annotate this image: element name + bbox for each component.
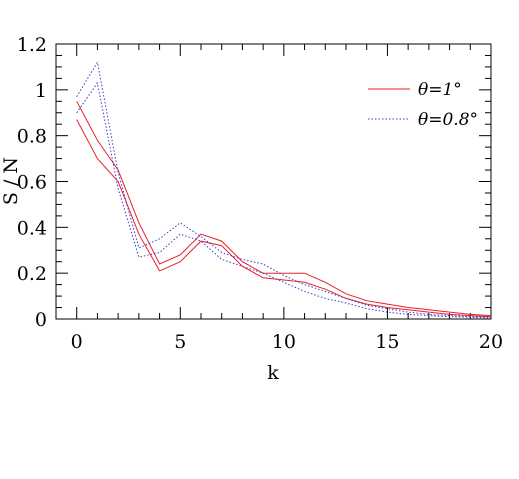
x-tick-label: 10 (272, 331, 296, 353)
y-tick-label: 0.6 (17, 172, 47, 194)
legend: θ=1° θ=0.8° (368, 80, 478, 130)
legend-label: θ=1° (418, 80, 462, 100)
y-axis-label: S / N (0, 157, 22, 205)
legend-label: θ=0.8° (418, 110, 478, 130)
series-lines (76, 60, 492, 319)
x-tick-label: 15 (375, 331, 399, 353)
y-tick-label: 1.2 (17, 34, 47, 56)
axis-ticks (56, 43, 492, 320)
y-tick-label: 0.8 (17, 126, 47, 148)
y-tick-label: 0 (35, 309, 47, 331)
series-line-1 (76, 119, 492, 318)
x-tick-label: 20 (479, 331, 503, 353)
x-tick-label: 0 (71, 331, 83, 353)
y-tick-label: 0.2 (17, 263, 47, 285)
x-axis-label: k (267, 362, 279, 384)
y-tick-label: 0.4 (17, 217, 47, 239)
x-tick-label: 5 (174, 331, 186, 353)
series-line-0 (76, 101, 492, 317)
tick-labels: 0 5 10 15 20 0 0.2 0.4 0.6 0.8 1 1.2 (17, 34, 503, 353)
series-line-2 (76, 60, 492, 318)
y-tick-label: 1 (35, 80, 47, 102)
series-line-3 (76, 81, 492, 319)
